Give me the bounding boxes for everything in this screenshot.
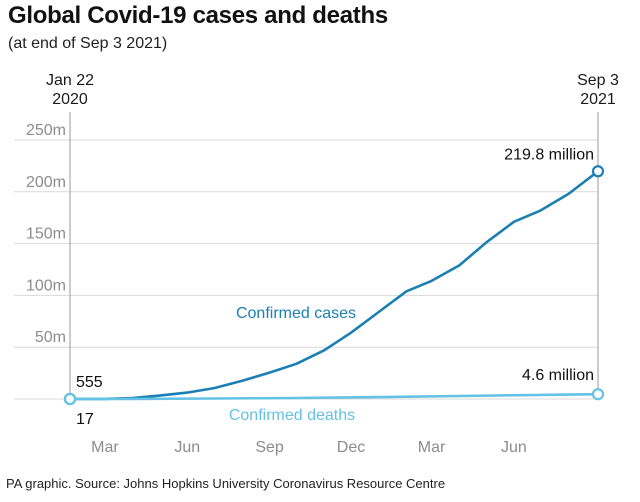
source-note: PA graphic. Source: Johns Hopkins Univer… bbox=[6, 476, 446, 491]
confirmed-deaths-line bbox=[68, 392, 600, 401]
y-tick-label: 250m bbox=[26, 122, 66, 139]
deaths-start-value: 17 bbox=[76, 411, 94, 428]
deaths-series-label: Confirmed deaths bbox=[229, 407, 355, 424]
deaths-end-value: 4.6 million bbox=[522, 367, 594, 384]
labels: 50m 100m 150m 200m 250m Jan 22 2020 Sep 3 2021 Ma… bbox=[26, 72, 619, 456]
cases-start-value: 555 bbox=[76, 374, 103, 391]
end-date-label: Sep 3 bbox=[577, 72, 619, 89]
x-tick-label: Sep bbox=[255, 439, 284, 456]
chart-subtitle: (at end of Sep 3 2021) bbox=[8, 35, 168, 52]
cases-series-label: Confirmed cases bbox=[236, 305, 356, 322]
confirmed-cases-line bbox=[68, 170, 600, 401]
start-year-label: 2020 bbox=[52, 91, 88, 108]
chart-title: Global Covid-19 cases and deaths bbox=[8, 2, 388, 29]
cases-end-value: 219.8 million bbox=[504, 146, 594, 163]
end-year-label: 2021 bbox=[580, 91, 616, 108]
x-tick-label: Mar bbox=[418, 439, 446, 456]
confirmed-deaths-start-marker bbox=[63, 392, 77, 406]
series-lines bbox=[63, 165, 605, 406]
x-tick-label: Mar bbox=[91, 439, 119, 456]
confirmed-cases-end-marker bbox=[591, 165, 605, 178]
y-tick-label: 50m bbox=[35, 329, 66, 346]
line-chart: 50m 100m 150m 200m 250m Jan 22 2020 Sep 3 2021 Ma… bbox=[14, 72, 619, 456]
start-date-label: Jan 22 bbox=[46, 72, 94, 89]
y-tick-label: 100m bbox=[26, 277, 66, 294]
x-tick-label: Jun bbox=[174, 439, 200, 456]
confirmed-deaths-end-marker bbox=[591, 388, 605, 401]
y-tick-label: 150m bbox=[26, 226, 66, 243]
x-tick-label: Dec bbox=[337, 439, 365, 456]
edge-lines bbox=[69, 112, 599, 399]
x-tick-label: Jun bbox=[501, 439, 527, 456]
y-tick-label: 200m bbox=[26, 174, 66, 191]
